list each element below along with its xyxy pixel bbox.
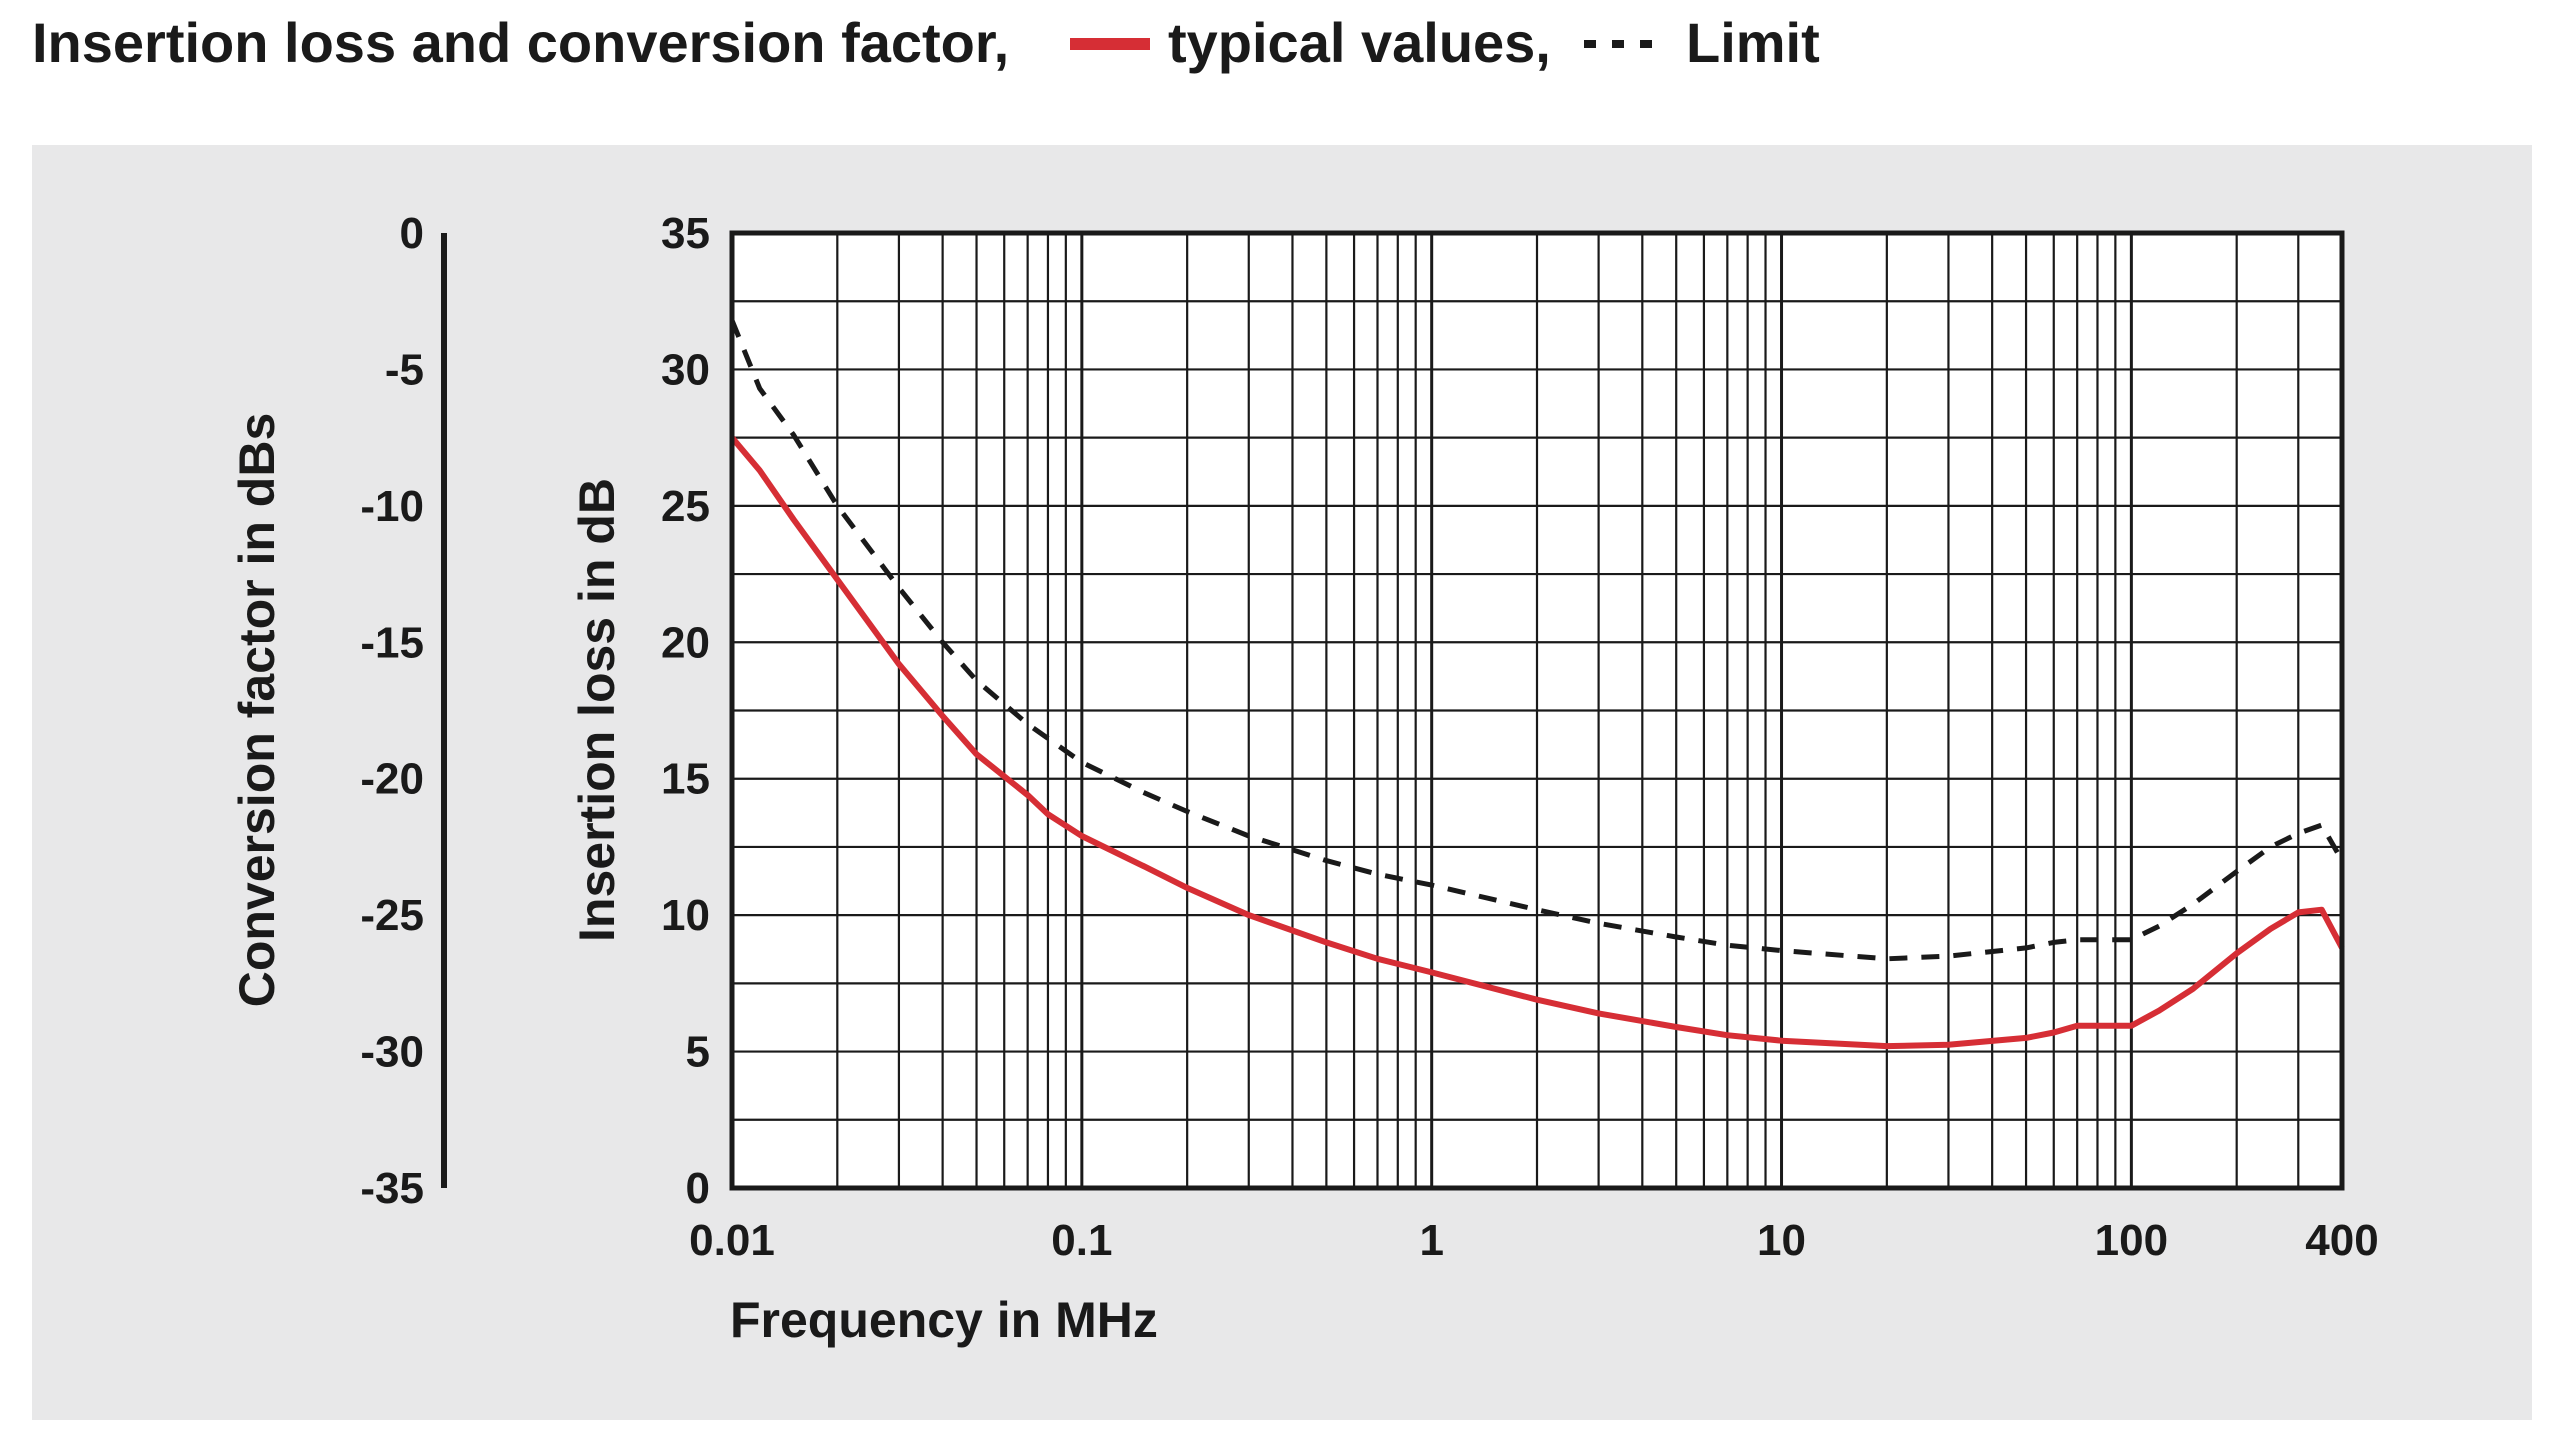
- y-tick-label: 5: [686, 1028, 710, 1077]
- y-tick-label: 20: [661, 618, 710, 667]
- legend-limit-label: Limit: [1686, 11, 1820, 74]
- plot-frame: [729, 230, 2345, 1191]
- y2-tick-label: 0: [400, 209, 424, 258]
- y2-tick-label: -5: [385, 345, 424, 394]
- x-tick-label: 10: [1757, 1216, 1806, 1265]
- ticks: 0.01 0.1 1 10 100 400 0 5 10 15 20 25 30 35 0 -5 -10 -15 -…: [360, 209, 2378, 1265]
- y2-tick-label: -35: [360, 1164, 424, 1213]
- y2-tick-label: -30: [360, 1028, 424, 1077]
- legend-typical-label: typical values,: [1168, 11, 1551, 74]
- y-tick-label: 25: [661, 482, 710, 531]
- y2-axis-label: Conversion factor in dBs: [229, 413, 285, 1008]
- y2-tick-label: -20: [360, 755, 424, 804]
- y2-tick-label: -15: [360, 618, 424, 667]
- chart-title-prefix: Insertion loss and conversion factor,: [32, 11, 1009, 74]
- x-tick-label: 0.01: [689, 1216, 775, 1265]
- y-tick-label: 15: [661, 755, 710, 804]
- series-line-typical: [729, 435, 2345, 1050]
- y-tick-label: 10: [661, 891, 710, 940]
- y-axis-label: Insertion loss in dB: [569, 478, 625, 942]
- y2-tick-label: -25: [360, 891, 424, 940]
- y2-tick-label: -10: [360, 482, 424, 531]
- x-tick-label: 400: [2305, 1216, 2378, 1265]
- x-axis-label: Frequency in MHz: [730, 1292, 1158, 1348]
- x-tick-label: 0.1: [1051, 1216, 1112, 1265]
- y-tick-label: 30: [661, 345, 710, 394]
- series-group: [729, 319, 2345, 1050]
- series-line-limit: [729, 319, 2345, 962]
- x-tick-label: 100: [2095, 1216, 2168, 1265]
- y-tick-label: 35: [661, 209, 710, 258]
- y-tick-label: 0: [686, 1164, 710, 1213]
- x-tick-label: 1: [1419, 1216, 1443, 1265]
